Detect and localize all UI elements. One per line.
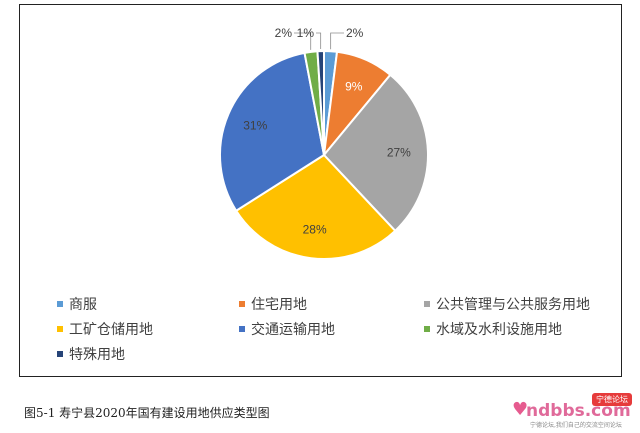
logo-text: ndbbs.com <box>526 401 631 421</box>
site-logo: ♥ ndbbs.com 宁德论坛 宁德论坛,我们自己的交流空间论坛 <box>512 393 632 429</box>
legend-swatch <box>57 326 63 332</box>
data-label-0: 2% <box>346 26 364 40</box>
legend-item-3: 工矿仓储用地 <box>57 319 153 339</box>
logo-tag: 宁德论坛 <box>592 393 632 406</box>
pie-chart: 2% 9% 27% 28% 31% 2% 1% <box>219 26 429 260</box>
data-label-5: 2% <box>275 26 293 40</box>
heart-icon: ♥ <box>512 399 529 420</box>
pie-slice-2 <box>322 73 429 233</box>
legend-item-0: 商服 <box>57 294 97 314</box>
legend: 商服 住宅用地 公共管理与公共服务用地工矿仓储用地 交通运输用地 水域及水利设施用地特殊… <box>20 5 621 376</box>
legend-item-2: 公共管理与公共服务用地 <box>424 294 590 314</box>
legend-label: 公共管理与公共服务用地 <box>436 297 590 313</box>
legend-label: 特殊用地 <box>69 347 125 363</box>
legend-swatch <box>424 326 430 332</box>
data-label-1: 9% <box>345 79 363 93</box>
legend-swatch <box>239 326 245 332</box>
leader-line-0 <box>330 32 344 50</box>
data-label-4: 31% <box>243 118 267 132</box>
legend-label: 商服 <box>69 297 97 313</box>
legend-item-6: 特殊用地 <box>57 344 125 364</box>
data-label-2: 27% <box>387 146 411 160</box>
leader-line-6 <box>316 32 322 50</box>
data-label-3: 28% <box>303 222 327 236</box>
legend-label: 工矿仓储用地 <box>69 322 153 338</box>
legend-swatch <box>57 301 63 307</box>
legend-swatch <box>424 301 430 307</box>
legend-item-5: 水域及水利设施用地 <box>424 319 562 339</box>
figure-caption: 图5-1 寿宁县2020年国有建设用地供应类型图 <box>24 406 270 420</box>
data-label-6: 1% <box>297 26 315 40</box>
pie-slice-3 <box>234 153 397 260</box>
pie-slice-6 <box>316 49 325 156</box>
legend-label: 交通运输用地 <box>251 322 335 338</box>
logo-subtitle: 宁德论坛,我们自己的交流空间论坛 <box>530 422 622 429</box>
legend-swatch <box>239 301 245 307</box>
chart-frame: 2% 9% 27% 28% 31% 2% 1% 商服 住宅用地 公共管理与公共服务用地工矿仓储用… <box>19 4 622 377</box>
pie-slice-4 <box>219 51 326 213</box>
legend-item-1: 住宅用地 <box>239 294 307 314</box>
legend-item-4: 交通运输用地 <box>239 319 335 339</box>
legend-swatch <box>57 351 63 357</box>
leader-line-5 <box>294 32 312 50</box>
legend-label: 住宅用地 <box>251 297 307 313</box>
legend-label: 水域及水利设施用地 <box>436 322 562 338</box>
